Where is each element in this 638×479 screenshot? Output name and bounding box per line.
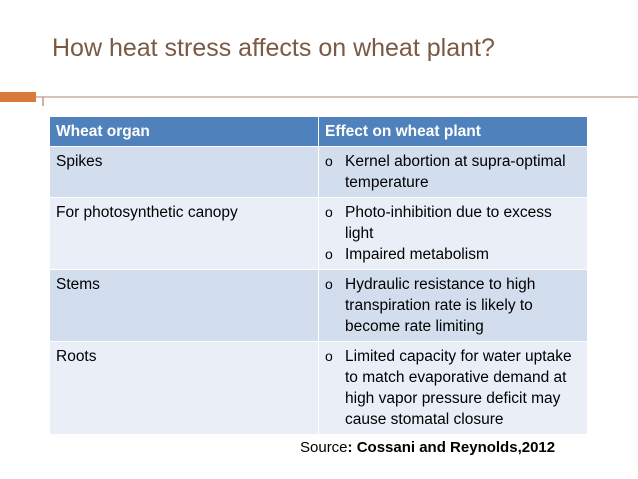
table-header-row: Wheat organ Effect on wheat plant <box>49 116 588 147</box>
table-row: For photosynthetic canopy o Photo-inhibi… <box>49 197 588 270</box>
effects-table: Wheat organ Effect on wheat plant Spikes… <box>49 116 588 435</box>
effect-bullet: o Impaired metabolism <box>325 244 581 265</box>
bullet-marker: o <box>325 348 333 364</box>
effect-bullet: o Photo-inhibition due to excess light <box>325 202 581 244</box>
bullet-marker: o <box>325 246 333 262</box>
table-row: Spikes o Kernel abortion at supra-optima… <box>49 146 588 198</box>
effect-bullet: o Limited capacity for water uptake to m… <box>325 346 581 430</box>
source-citation: Source: Cossani and Reynolds,2012 <box>300 439 555 456</box>
slide-title: How heat stress affects on wheat plant? <box>52 34 495 62</box>
effect-bullet: o Kernel abortion at supra-optimal tempe… <box>325 151 581 193</box>
bullet-marker: o <box>325 276 333 292</box>
effect-bullet: o Hydraulic resistance to high transpira… <box>325 274 581 337</box>
table-row: Roots o Limited capacity for water uptak… <box>49 341 588 435</box>
bullet-marker: o <box>325 204 333 220</box>
source-label: Source <box>300 439 348 456</box>
table-row: Stems o Hydraulic resistance to high tra… <box>49 269 588 342</box>
effect-text: Photo-inhibition due to excess light <box>345 204 552 242</box>
header-wheat-organ: Wheat organ <box>49 116 319 147</box>
organ-cell: Stems <box>49 269 319 342</box>
organ-cell: Roots <box>49 341 319 435</box>
effect-cell: o Hydraulic resistance to high transpira… <box>318 269 588 342</box>
effect-text: Kernel abortion at supra-optimal tempera… <box>345 153 566 191</box>
effect-cell: o Kernel abortion at supra-optimal tempe… <box>318 146 588 198</box>
header-effect: Effect on wheat plant <box>318 116 588 147</box>
organ-cell: Spikes <box>49 146 319 198</box>
effect-cell: o Limited capacity for water uptake to m… <box>318 341 588 435</box>
effect-text: Hydraulic resistance to high transpirati… <box>345 276 536 335</box>
effect-cell: o Photo-inhibition due to excess light o… <box>318 197 588 270</box>
accent-bar <box>0 92 36 102</box>
accent-tick <box>42 96 44 106</box>
effect-text: Limited capacity for water uptake to mat… <box>345 348 572 428</box>
effect-text: Impaired metabolism <box>345 246 489 263</box>
organ-cell: For photosynthetic canopy <box>49 197 319 270</box>
title-divider <box>0 96 638 98</box>
bullet-marker: o <box>325 153 333 169</box>
source-reference: : Cossani and Reynolds,2012 <box>347 439 556 456</box>
